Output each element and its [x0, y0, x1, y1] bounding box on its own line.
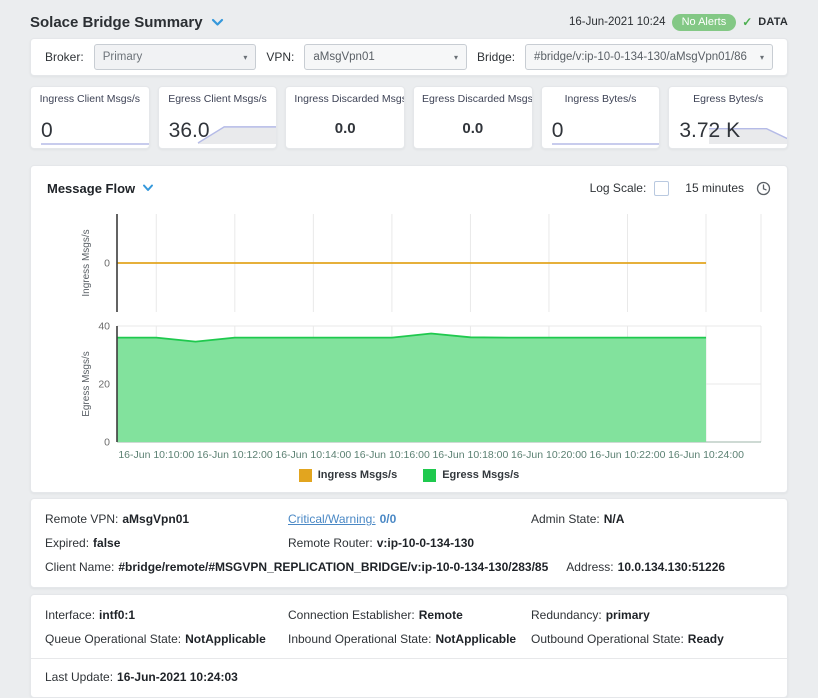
- metric-label: Ingress Client Msgs/s: [39, 93, 141, 105]
- legend-ingress: Ingress Msgs/s: [299, 469, 397, 482]
- caret-down-icon: ▾: [454, 53, 458, 62]
- svg-text:0: 0: [104, 258, 110, 270]
- check-icon: ✓: [742, 15, 752, 29]
- svg-text:16-Jun 10:10:00: 16-Jun 10:10:00: [118, 449, 194, 461]
- metric-value: 3.72 K: [679, 119, 740, 143]
- egress-swatch-icon: [423, 469, 436, 482]
- critical-warning-field: Critical/Warning:0/0: [288, 507, 531, 531]
- metric-ingress-discarded: Ingress Discarded Msgs 0.0: [285, 86, 405, 149]
- metric-ingress-bytes: Ingress Bytes/s 0: [541, 86, 661, 149]
- metric-egress-discarded: Egress Discarded Msgs 0.0: [413, 86, 533, 149]
- metric-label: Ingress Discarded Msgs: [294, 93, 396, 105]
- vpn-select[interactable]: aMsgVpn01 ▾: [304, 44, 467, 70]
- remote-vpn-field: Remote VPN:aMsgVpn01: [45, 507, 288, 531]
- metric-ingress-client-msgs: Ingress Client Msgs/s 0: [30, 86, 150, 149]
- expired-field: Expired:false: [45, 531, 288, 555]
- chart-legend: Ingress Msgs/s Egress Msgs/s: [47, 466, 771, 484]
- log-scale-checkbox[interactable]: [654, 181, 669, 196]
- log-scale-label: Log Scale:: [590, 181, 647, 195]
- message-flow-collapse-toggle[interactable]: [142, 184, 154, 192]
- chevron-down-icon: [142, 184, 154, 192]
- metric-label: Egress Bytes/s: [677, 93, 779, 105]
- metric-label: Egress Discarded Msgs: [422, 93, 524, 105]
- critical-warning-link[interactable]: Critical/Warning:: [288, 512, 376, 526]
- no-alerts-badge: No Alerts: [672, 14, 737, 31]
- metric-cards-row: Ingress Client Msgs/s 0 Egress Client Ms…: [30, 86, 788, 149]
- bridge-select[interactable]: #bridge/v:ip-10-0-134-130/aMsgVpn01/86 ▾: [525, 44, 773, 70]
- queue-operational-state-field: Queue Operational State:NotApplicable: [45, 627, 288, 651]
- caret-down-icon: ▾: [243, 53, 247, 62]
- header-timestamp: 16-Jun-2021 10:24: [569, 16, 666, 28]
- svg-text:16-Jun 10:22:00: 16-Jun 10:22:00: [590, 449, 666, 461]
- metric-value: 0: [552, 119, 564, 143]
- connection-establisher-field: Connection Establisher:Remote: [288, 603, 531, 627]
- metric-value: 0: [41, 119, 53, 143]
- solace-bridge-summary-page: Solace Bridge Summary 16-Jun-2021 10:24 …: [0, 0, 818, 698]
- remote-router-field: Remote Router:v:ip-10-0-134-130: [288, 531, 531, 555]
- metric-label: Ingress Bytes/s: [550, 93, 652, 105]
- outbound-operational-state-field: Outbound Operational State:Ready: [531, 627, 773, 651]
- vpn-label: VPN:: [266, 50, 294, 64]
- interface-field: Interface:intf0:1: [45, 603, 288, 627]
- metric-value: 0.0: [414, 120, 532, 137]
- ingress-swatch-icon: [299, 469, 312, 482]
- metric-egress-bytes: Egress Bytes/s 3.72 K: [668, 86, 788, 149]
- bridge-label: Bridge:: [477, 50, 515, 64]
- metric-value: 36.0: [169, 119, 210, 143]
- time-picker-button[interactable]: [756, 181, 771, 196]
- svg-text:Ingress Msgs/s: Ingress Msgs/s: [81, 229, 92, 296]
- address-field: Address:10.0.134.130:51226: [566, 555, 725, 579]
- svg-text:16-Jun 10:20:00: 16-Jun 10:20:00: [511, 449, 587, 461]
- page-collapse-toggle[interactable]: [211, 18, 224, 27]
- clock-icon: [756, 181, 771, 196]
- client-name-field: Client Name:#bridge/remote/#MSGVPN_REPLI…: [45, 555, 548, 579]
- svg-text:0: 0: [104, 437, 110, 449]
- bridge-info-card: Remote VPN:aMsgVpn01 Critical/Warning:0/…: [30, 498, 788, 588]
- svg-text:40: 40: [98, 321, 110, 333]
- chevron-down-icon: [211, 18, 224, 27]
- svg-text:Egress Msgs/s: Egress Msgs/s: [81, 351, 92, 417]
- redundancy-field: Redundancy:primary: [531, 603, 773, 627]
- filter-bar: Broker: Primary ▾ VPN: aMsgVpn01 ▾ Bridg…: [30, 38, 788, 76]
- svg-text:20: 20: [98, 379, 110, 391]
- message-flow-chart: 0 Ingress Msgs/s 0 20 40 Egress Msgs/s 16-Jun …: [47, 208, 773, 464]
- data-status-label: DATA: [758, 16, 788, 28]
- broker-label: Broker:: [45, 50, 84, 64]
- svg-text:16-Jun 10:18:00: 16-Jun 10:18:00: [432, 449, 508, 461]
- state-info-card: Interface:intf0:1 Connection Establisher…: [30, 594, 788, 698]
- admin-state-field: Admin State:N/A: [531, 507, 773, 531]
- time-range-selector[interactable]: 15 minutes: [685, 181, 744, 195]
- page-header: Solace Bridge Summary 16-Jun-2021 10:24 …: [30, 10, 788, 34]
- svg-text:16-Jun 10:14:00: 16-Jun 10:14:00: [275, 449, 351, 461]
- sparkline: [39, 133, 150, 146]
- sparkline: [550, 133, 661, 146]
- legend-egress: Egress Msgs/s: [423, 469, 519, 482]
- caret-down-icon: ▾: [760, 53, 764, 62]
- divider: [31, 658, 787, 659]
- svg-text:16-Jun 10:24:00: 16-Jun 10:24:00: [668, 449, 744, 461]
- svg-text:16-Jun 10:16:00: 16-Jun 10:16:00: [354, 449, 430, 461]
- broker-select[interactable]: Primary ▾: [94, 44, 257, 70]
- metric-egress-client-msgs: Egress Client Msgs/s 36.0: [158, 86, 278, 149]
- metric-label: Egress Client Msgs/s: [167, 93, 269, 105]
- metric-value: 0.0: [286, 120, 404, 137]
- last-update-field: Last Update:16-Jun-2021 10:24:03: [45, 665, 238, 689]
- inbound-operational-state-field: Inbound Operational State:NotApplicable: [288, 627, 531, 651]
- message-flow-title: Message Flow: [47, 181, 135, 196]
- svg-text:16-Jun 10:12:00: 16-Jun 10:12:00: [197, 449, 273, 461]
- page-title: Solace Bridge Summary: [30, 14, 203, 31]
- message-flow-card: Message Flow Log Scale: 15 minutes 0 Ingr…: [30, 165, 788, 493]
